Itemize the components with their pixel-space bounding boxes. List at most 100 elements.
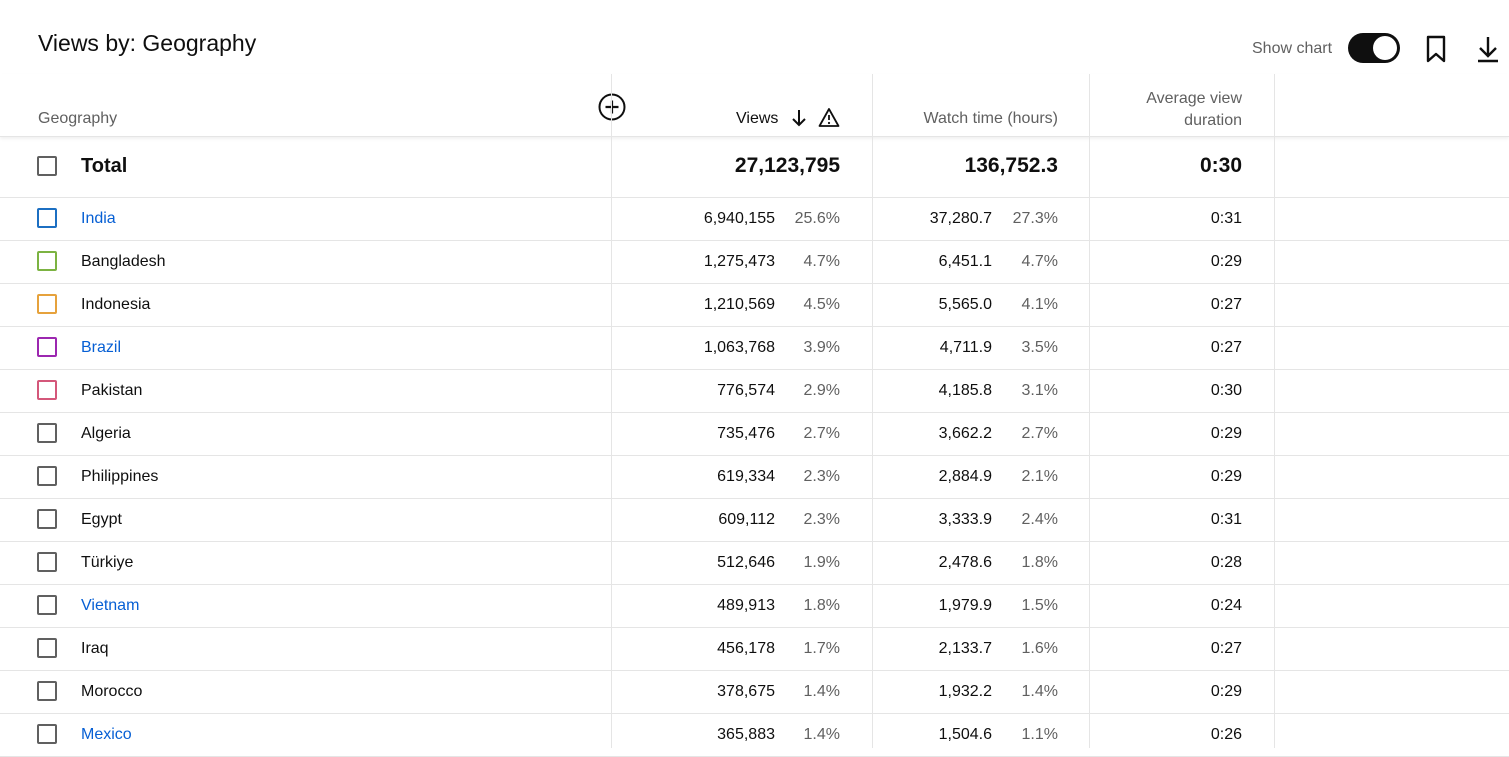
table-row: India 6,940,155 25.6% 37,280.7 27.3% 0:31	[0, 198, 1509, 241]
total-row: Total 27,123,795 136,752.3 0:30	[0, 138, 1509, 198]
show-chart-toggle[interactable]	[1348, 33, 1400, 63]
geography-name: Indonesia	[81, 296, 151, 313]
table-row: Indonesia 1,210,569 4.5% 5,565.0 4.1% 0:27	[0, 284, 1509, 327]
views-value: 776,574	[717, 382, 775, 399]
row-checkbox[interactable]	[37, 294, 57, 314]
watch-time-value: 3,333.9	[938, 511, 992, 528]
row-checkbox[interactable]	[37, 251, 57, 271]
column-header-watch-time[interactable]: Watch time (hours)	[923, 110, 1058, 127]
avg-duration-value: 0:31	[1210, 511, 1242, 528]
total-checkbox[interactable]	[37, 156, 57, 176]
geography-name[interactable]: India	[81, 210, 116, 227]
geography-name: Bangladesh	[81, 253, 166, 270]
row-checkbox[interactable]	[37, 595, 57, 615]
column-header-geography[interactable]: Geography	[38, 110, 118, 127]
views-value: 456,178	[717, 640, 775, 657]
column-divider	[611, 74, 612, 748]
total-label: Total	[81, 155, 128, 177]
views-value: 1,210,569	[703, 296, 775, 313]
geography-name: Türkiye	[81, 554, 134, 571]
row-checkbox[interactable]	[37, 208, 57, 228]
arrow-down-icon[interactable]	[790, 108, 808, 128]
watch-time-percent: 3.5%	[1021, 339, 1058, 356]
watch-time-value: 5,565.0	[938, 296, 992, 313]
views-percent: 25.6%	[794, 210, 840, 227]
table-row: Brazil 1,063,768 3.9% 4,711.9 3.5% 0:27	[0, 327, 1509, 370]
avg-duration-value: 0:29	[1210, 425, 1242, 442]
column-header-views[interactable]: Views	[736, 110, 779, 127]
column-header-avg-line2: duration	[1184, 112, 1242, 129]
avg-duration-value: 0:29	[1210, 683, 1242, 700]
views-percent: 1.4%	[803, 683, 840, 700]
views-value: 735,476	[717, 425, 775, 442]
views-percent: 1.4%	[803, 726, 840, 743]
avg-duration-value: 0:27	[1210, 296, 1242, 313]
total-watch-time: 136,752.3	[964, 154, 1058, 177]
row-checkbox[interactable]	[37, 337, 57, 357]
row-checkbox[interactable]	[37, 380, 57, 400]
watch-time-percent: 2.1%	[1021, 468, 1058, 485]
views-percent: 1.9%	[803, 554, 840, 571]
avg-duration-value: 0:31	[1210, 210, 1242, 227]
geography-name: Algeria	[81, 425, 131, 442]
column-header-average-view-duration[interactable]: Average view duration	[1116, 88, 1242, 132]
add-circle-icon[interactable]	[597, 92, 627, 122]
page-title: Views by: Geography	[38, 30, 257, 56]
show-chart-label: Show chart	[1252, 40, 1333, 57]
row-checkbox[interactable]	[37, 552, 57, 572]
avg-duration-value: 0:24	[1210, 597, 1242, 614]
avg-duration-value: 0:29	[1210, 468, 1242, 485]
views-value: 619,334	[717, 468, 775, 485]
table-row: Egypt 609,112 2.3% 3,333.9 2.4% 0:31	[0, 499, 1509, 542]
watch-time-value: 1,504.6	[938, 726, 992, 743]
views-value: 1,275,473	[703, 253, 775, 270]
views-value: 1,063,768	[703, 339, 775, 356]
watch-time-percent: 3.1%	[1021, 382, 1058, 399]
table-row: Philippines 619,334 2.3% 2,884.9 2.1% 0:29	[0, 456, 1509, 499]
table-row: Vietnam 489,913 1.8% 1,979.9 1.5% 0:24	[0, 585, 1509, 628]
column-divider	[872, 74, 873, 748]
geography-name[interactable]: Vietnam	[81, 597, 140, 614]
avg-duration-value: 0:27	[1210, 339, 1242, 356]
watch-time-percent: 2.7%	[1021, 425, 1058, 442]
toolbar: Show chart	[1249, 32, 1509, 66]
watch-time-value: 4,711.9	[939, 339, 992, 356]
watch-time-percent: 27.3%	[1012, 210, 1058, 227]
geography-name[interactable]: Brazil	[81, 339, 122, 356]
column-header-avg-line1: Average view	[1146, 90, 1242, 107]
table-row: Türkiye 512,646 1.9% 2,478.6 1.8% 0:28	[0, 542, 1509, 585]
row-checkbox[interactable]	[37, 681, 57, 701]
column-divider	[1274, 74, 1275, 748]
views-value: 6,940,155	[703, 210, 775, 227]
row-checkbox[interactable]	[37, 423, 57, 443]
row-checkbox[interactable]	[37, 638, 57, 658]
watch-time-percent: 1.1%	[1021, 726, 1058, 743]
views-percent: 4.5%	[803, 296, 840, 313]
bookmark-icon[interactable]	[1423, 35, 1449, 63]
views-value: 489,913	[717, 597, 775, 614]
avg-duration-value: 0:26	[1210, 726, 1242, 743]
views-percent: 1.7%	[803, 640, 840, 657]
avg-duration-value: 0:27	[1210, 640, 1242, 657]
table-row: Algeria 735,476 2.7% 3,662.2 2.7% 0:29	[0, 413, 1509, 456]
table-row: Bangladesh 1,275,473 4.7% 6,451.1 4.7% 0:29	[0, 241, 1509, 284]
watch-time-value: 4,185.8	[938, 382, 992, 399]
download-icon[interactable]	[1475, 35, 1501, 63]
watch-time-percent: 2.4%	[1021, 511, 1058, 528]
row-checkbox[interactable]	[37, 509, 57, 529]
avg-duration-value: 0:30	[1210, 382, 1242, 399]
row-checkbox[interactable]	[37, 466, 57, 486]
warning-icon[interactable]	[818, 107, 840, 128]
views-percent: 2.3%	[803, 511, 840, 528]
column-divider	[1089, 74, 1090, 748]
table-row: Mexico 365,883 1.4% 1,504.6 1.1% 0:26	[0, 714, 1509, 757]
row-checkbox[interactable]	[37, 724, 57, 744]
watch-time-percent: 4.7%	[1021, 253, 1058, 270]
table-body: India 6,940,155 25.6% 37,280.7 27.3% 0:31 Bang…	[0, 198, 1509, 757]
watch-time-percent: 1.8%	[1021, 554, 1058, 571]
table-row: Iraq 456,178 1.7% 2,133.7 1.6% 0:27	[0, 628, 1509, 671]
watch-time-value: 1,979.9	[938, 597, 992, 614]
geography-name[interactable]: Mexico	[81, 726, 132, 743]
views-value: 378,675	[717, 683, 775, 700]
watch-time-percent: 1.5%	[1021, 597, 1058, 614]
